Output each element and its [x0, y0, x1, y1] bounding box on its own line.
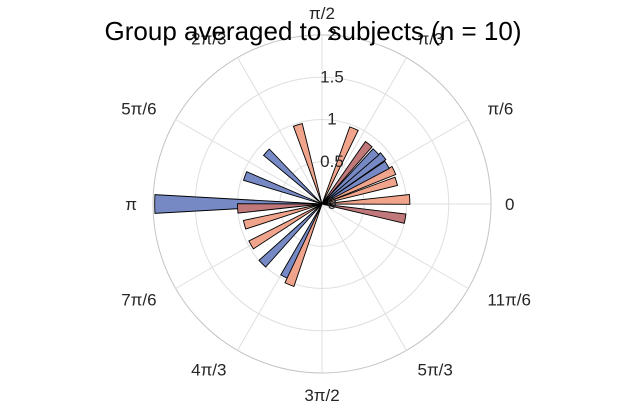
polar-labels: 0 π/6 π/3 π/2 2π/3 5π/6 π 7π/6 4π/3 3π/2 5π/3 11π/6…	[121, 4, 531, 405]
angle-tick-label-11: 11π/6	[487, 291, 531, 310]
chart-title: Group averaged to subjects (n = 10)	[105, 16, 522, 46]
angular-gridline-10	[321, 203, 407, 351]
polar-bars	[154, 123, 411, 287]
polar-bar-1	[321, 194, 411, 205]
polar-bar-7	[321, 140, 373, 205]
polar-bar-8	[321, 126, 359, 205]
angular-gridline-4	[237, 57, 323, 205]
angle-tick-label-0: 0	[505, 195, 514, 214]
polar-bar-18	[284, 203, 323, 287]
polar-bar-2	[321, 176, 399, 205]
angle-tick-label-2: π/3	[418, 30, 444, 49]
polar-bar-9	[292, 123, 323, 205]
angular-gridline-2	[321, 57, 407, 205]
polar-bar-10	[262, 148, 323, 205]
angle-tick-label-3: π/2	[309, 4, 335, 23]
radial-tick-label-1: 0.5	[320, 152, 344, 171]
radial-tick-label-3: 1.5	[320, 67, 344, 86]
polar-bar-16	[258, 203, 323, 268]
polar-bar-0	[321, 203, 407, 224]
angle-tick-label-7: 7π/6	[121, 291, 156, 310]
angle-tick-label-5: 5π/6	[121, 100, 156, 119]
angle-tick-label-8: 4π/3	[191, 360, 226, 379]
radial-tick-label-0: 0	[327, 194, 336, 213]
angular-gridline-11	[321, 203, 469, 289]
radial-tick-label-4: 2	[327, 25, 336, 44]
polar-bar-11	[242, 171, 323, 205]
angle-tick-label-9: 3π/2	[304, 386, 339, 405]
polar-bar-14	[242, 203, 323, 230]
angle-tick-label-10: 5π/3	[418, 360, 453, 379]
angle-tick-label-6: π	[125, 195, 137, 214]
polar-bar-6	[321, 148, 380, 205]
angular-gridline-5	[175, 119, 323, 205]
polar-bar-15	[248, 203, 323, 250]
polar-bar-13	[237, 203, 323, 214]
angle-tick-label-1: π/6	[487, 100, 513, 119]
radial-tick-label-2: 1	[327, 110, 336, 129]
polar-bar-5	[321, 152, 387, 205]
polar-bar-4	[321, 160, 390, 205]
angle-tick-label-4: 2π/3	[191, 30, 226, 49]
